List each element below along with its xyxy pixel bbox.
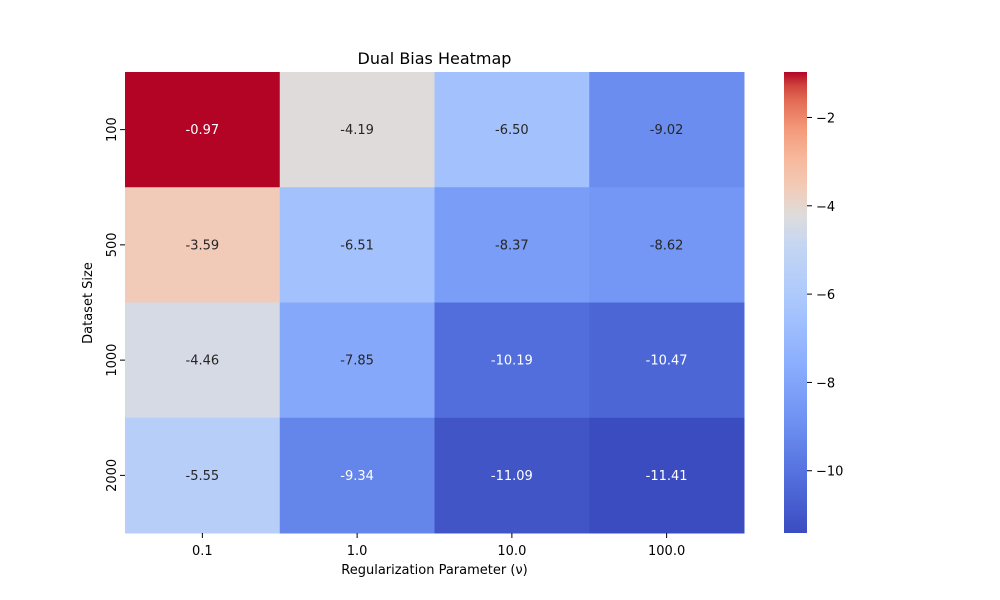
cell-value-label: -6.51 (340, 238, 374, 253)
cell-value-label: -8.37 (495, 238, 529, 253)
colorbar-ticks: −2 −4 −6 −8 −10 (807, 111, 843, 480)
cell-value-label: -6.50 (495, 123, 529, 138)
heatmap-cells: -0.97 -4.19 -6.50 -9.02 -3.59 -6.51 -8.37 -8.62… (125, 72, 745, 534)
cell-value-label: -9.02 (650, 123, 684, 138)
cell-value-label: -7.85 (340, 354, 374, 369)
y-tick-label: 2000 (105, 459, 120, 492)
cell-value-label: -5.55 (186, 469, 220, 484)
heatmap-cell (279, 187, 435, 303)
heatmap-cell (279, 302, 435, 419)
cell-value-label: -9.34 (340, 469, 374, 484)
cell-value-label: -8.62 (650, 238, 684, 253)
heatmap-cell (589, 72, 745, 188)
x-axis-label: Regularization Parameter (ν) (341, 563, 527, 578)
heatmap-cell (589, 417, 745, 534)
heatmap-cell (125, 187, 281, 303)
y-axis: 100 500 1000 2000 (105, 117, 125, 492)
colorbar (784, 72, 807, 533)
y-tick-label: 100 (105, 117, 120, 142)
heatmap-cell (279, 417, 435, 534)
colorbar-tick-label: −10 (816, 465, 843, 480)
heatmap-cell (434, 417, 590, 534)
colorbar-tick-label: −2 (816, 111, 835, 126)
y-tick-label: 1000 (105, 344, 120, 377)
cell-value-label: -4.46 (186, 354, 220, 369)
colorbar-tick-label: −6 (816, 288, 835, 303)
x-tick-label: 10.0 (497, 544, 526, 559)
y-axis-label: Dataset Size (81, 262, 96, 344)
colorbar-tick-label: −8 (816, 376, 835, 391)
cell-value-label: -4.19 (340, 123, 374, 138)
colorbar-tick-label: −4 (816, 200, 835, 215)
heatmap-cell (434, 72, 590, 188)
heatmap-cell (434, 302, 590, 419)
heatmap-cell (125, 302, 281, 419)
cell-value-label: -10.47 (646, 354, 688, 369)
cell-value-label: -10.19 (491, 354, 533, 369)
heatmap-cell (125, 417, 281, 534)
heatmap-cell (589, 187, 745, 303)
heatmap-cell (279, 72, 435, 188)
cell-value-label: -0.97 (186, 123, 220, 138)
x-tick-label: 1.0 (347, 544, 368, 559)
cell-value-label: -11.41 (646, 469, 688, 484)
chart-title: Dual Bias Heatmap (358, 49, 512, 68)
cell-value-label: -3.59 (186, 238, 220, 253)
cell-value-label: -11.09 (491, 469, 533, 484)
x-axis: 0.1 1.0 10.0 100.0 (192, 533, 685, 559)
x-tick-label: 100.0 (648, 544, 685, 559)
heatmap-cell (434, 187, 590, 303)
heatmap-cell (589, 302, 745, 419)
y-tick-label: 500 (105, 232, 120, 257)
x-tick-label: 0.1 (192, 544, 213, 559)
heatmap-cell (125, 72, 281, 188)
